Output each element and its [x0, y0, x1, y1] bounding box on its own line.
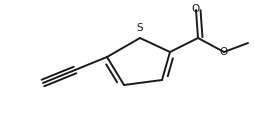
Text: O: O — [192, 4, 200, 14]
Text: S: S — [137, 23, 143, 33]
Text: O: O — [220, 47, 228, 57]
